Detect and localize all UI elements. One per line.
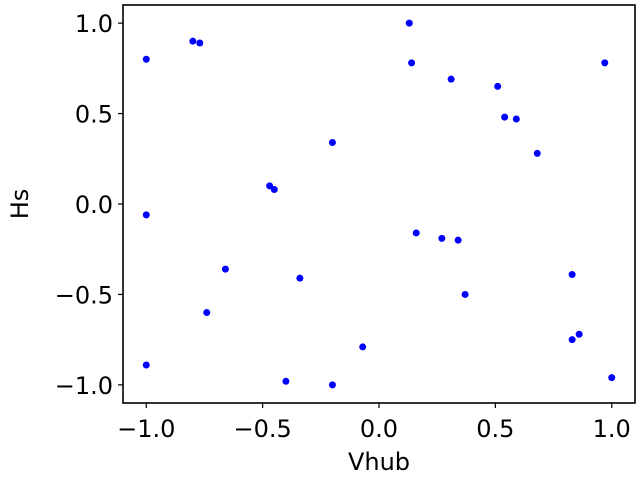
plot-area-frame bbox=[122, 4, 636, 404]
y-axis-ticks: −1.0 −0.5 0.0 0.5 1.0 bbox=[55, 10, 123, 400]
y-tick-label: −0.5 bbox=[55, 281, 113, 309]
y-tick-label: −1.0 bbox=[55, 372, 113, 400]
data-point bbox=[282, 377, 290, 385]
data-point bbox=[438, 234, 446, 242]
y-axis-label: Hs bbox=[6, 189, 34, 220]
data-point bbox=[405, 19, 413, 27]
y-tick-label: 1.0 bbox=[75, 10, 113, 38]
data-point bbox=[328, 138, 336, 146]
data-point bbox=[533, 149, 541, 157]
data-point bbox=[447, 75, 455, 83]
data-point bbox=[203, 309, 211, 317]
data-point bbox=[221, 265, 229, 273]
x-tick-label: 0.0 bbox=[360, 415, 398, 443]
data-point bbox=[296, 274, 304, 282]
data-point bbox=[454, 236, 462, 244]
data-point bbox=[196, 39, 204, 47]
data-point bbox=[501, 113, 509, 121]
data-point bbox=[270, 186, 278, 194]
data-point bbox=[494, 82, 502, 90]
data-point bbox=[568, 336, 576, 344]
y-tick-label: 0.5 bbox=[75, 101, 113, 129]
x-axis-label: Vhub bbox=[348, 448, 410, 476]
data-point bbox=[575, 330, 583, 338]
data-point bbox=[142, 211, 150, 219]
data-point bbox=[408, 59, 416, 67]
data-point bbox=[412, 229, 420, 237]
data-point bbox=[359, 343, 367, 351]
data-point bbox=[601, 59, 609, 67]
x-tick-label: 0.5 bbox=[476, 415, 514, 443]
data-point bbox=[142, 55, 150, 63]
x-tick-label: −1.0 bbox=[117, 415, 175, 443]
x-tick-label: 1.0 bbox=[593, 415, 631, 443]
y-tick-label: 0.0 bbox=[75, 191, 113, 219]
x-tick-label: −0.5 bbox=[233, 415, 291, 443]
x-axis-ticks: −1.0 −0.5 0.0 0.5 1.0 bbox=[117, 403, 631, 443]
data-point bbox=[189, 37, 197, 45]
data-point bbox=[142, 361, 150, 369]
data-point bbox=[512, 115, 520, 123]
data-point bbox=[328, 381, 336, 389]
data-point bbox=[608, 374, 616, 382]
data-point bbox=[568, 271, 576, 279]
data-points bbox=[142, 19, 616, 389]
data-point bbox=[461, 290, 469, 298]
